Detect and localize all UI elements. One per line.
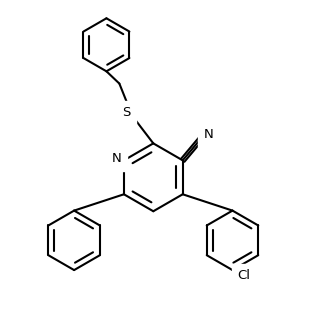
Text: Cl: Cl	[238, 269, 251, 282]
Text: N: N	[112, 152, 122, 165]
Text: S: S	[122, 106, 131, 119]
Text: N: N	[204, 128, 214, 141]
